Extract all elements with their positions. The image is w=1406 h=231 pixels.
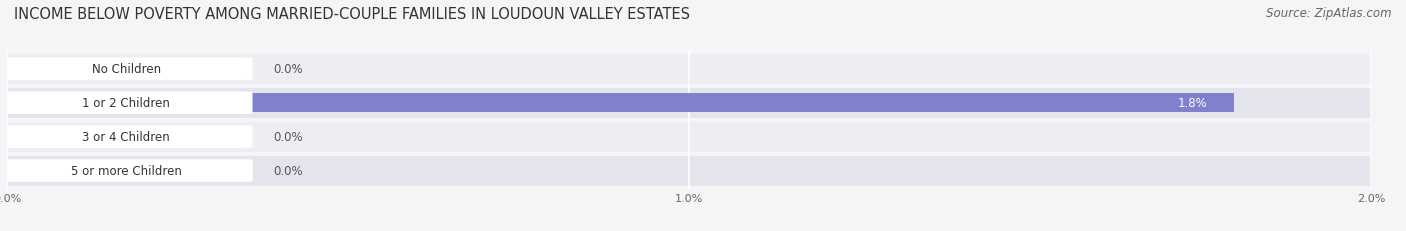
Bar xyxy=(7,161,209,180)
Text: 5 or more Children: 5 or more Children xyxy=(70,164,181,177)
FancyBboxPatch shape xyxy=(0,160,253,182)
Bar xyxy=(7,88,1371,118)
FancyBboxPatch shape xyxy=(0,126,253,148)
Text: 0.0%: 0.0% xyxy=(273,164,302,177)
Text: 0.0%: 0.0% xyxy=(273,131,302,143)
Text: Source: ZipAtlas.com: Source: ZipAtlas.com xyxy=(1267,7,1392,20)
Bar xyxy=(7,122,1371,152)
Bar xyxy=(7,60,209,79)
Bar xyxy=(7,128,209,146)
Text: 0.0%: 0.0% xyxy=(273,63,302,76)
Text: 3 or 4 Children: 3 or 4 Children xyxy=(83,131,170,143)
Text: No Children: No Children xyxy=(91,63,160,76)
Bar xyxy=(7,156,1371,186)
FancyBboxPatch shape xyxy=(0,92,253,115)
Text: 1.8%: 1.8% xyxy=(1177,97,1208,110)
Bar xyxy=(7,55,1371,84)
Text: 1 or 2 Children: 1 or 2 Children xyxy=(83,97,170,110)
Text: INCOME BELOW POVERTY AMONG MARRIED-COUPLE FAMILIES IN LOUDOUN VALLEY ESTATES: INCOME BELOW POVERTY AMONG MARRIED-COUPL… xyxy=(14,7,690,22)
FancyBboxPatch shape xyxy=(0,58,253,81)
Bar xyxy=(7,94,1234,112)
